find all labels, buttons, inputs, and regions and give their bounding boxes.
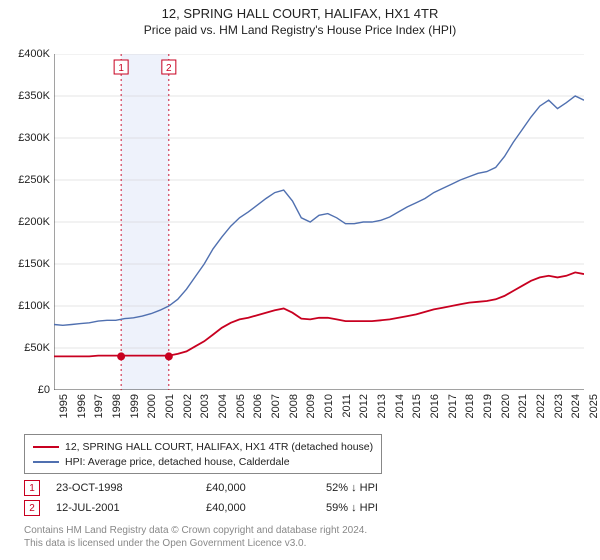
title-main: 12, SPRING HALL COURT, HALIFAX, HX1 4TR	[0, 6, 600, 21]
xtick-label: 1995	[58, 394, 70, 418]
ytick-label: £150K	[2, 258, 50, 270]
legend-row-price-paid: 12, SPRING HALL COURT, HALIFAX, HX1 4TR …	[33, 439, 373, 454]
xtick-label: 2012	[358, 394, 370, 418]
xtick-label: 2001	[164, 394, 176, 418]
xtick-label: 2009	[305, 394, 317, 418]
xtick-label: 2005	[235, 394, 247, 418]
title-block: 12, SPRING HALL COURT, HALIFAX, HX1 4TR …	[0, 0, 600, 37]
xtick-label: 2004	[217, 394, 229, 418]
license-line-2: This data is licensed under the Open Gov…	[24, 537, 367, 550]
table-row: 2 12-JUL-2001 £40,000 59% ↓ HPI	[24, 498, 446, 518]
xtick-label: 2007	[270, 394, 282, 418]
license-text: Contains HM Land Registry data © Crown c…	[24, 524, 367, 550]
transactions-table: 1 23-OCT-1998 £40,000 52% ↓ HPI 2 12-JUL…	[24, 478, 446, 518]
xtick-label: 2024	[570, 394, 582, 418]
xtick-label: 2016	[429, 394, 441, 418]
xtick-label: 2018	[464, 394, 476, 418]
legend-row-hpi: HPI: Average price, detached house, Cald…	[33, 454, 373, 469]
xtick-label: 2020	[500, 394, 512, 418]
ytick-label: £400K	[2, 48, 50, 60]
xtick-label: 2000	[146, 394, 158, 418]
transaction-marker-1: 1	[24, 480, 40, 496]
xtick-label: 2013	[376, 394, 388, 418]
ytick-label: £50K	[2, 342, 50, 354]
xtick-label: 1996	[76, 394, 88, 418]
table-row: 1 23-OCT-1998 £40,000 52% ↓ HPI	[24, 478, 446, 498]
xtick-label: 2023	[553, 394, 565, 418]
xtick-label: 2021	[517, 394, 529, 418]
xtick-label: 2022	[535, 394, 547, 418]
ytick-label: £350K	[2, 90, 50, 102]
ytick-label: £250K	[2, 174, 50, 186]
transaction-date-2: 12-JUL-2001	[56, 502, 206, 514]
chart-svg: 12	[54, 54, 584, 390]
xtick-label: 2015	[411, 394, 423, 418]
xtick-label: 2019	[482, 394, 494, 418]
legend-swatch-2	[33, 461, 59, 463]
xtick-label: 2014	[394, 394, 406, 418]
xtick-label: 1999	[129, 394, 141, 418]
svg-text:2: 2	[166, 63, 172, 74]
transaction-hpi-1: 52% ↓ HPI	[326, 482, 446, 494]
ytick-label: £0	[2, 384, 50, 396]
page-root: 12, SPRING HALL COURT, HALIFAX, HX1 4TR …	[0, 0, 600, 560]
xtick-label: 2025	[588, 394, 600, 418]
transaction-date-1: 23-OCT-1998	[56, 482, 206, 494]
transaction-hpi-2: 59% ↓ HPI	[326, 502, 446, 514]
ytick-label: £300K	[2, 132, 50, 144]
xtick-label: 2008	[288, 394, 300, 418]
xtick-label: 2010	[323, 394, 335, 418]
svg-text:1: 1	[118, 63, 124, 74]
xtick-label: 1997	[93, 394, 105, 418]
xtick-label: 1998	[111, 394, 123, 418]
legend-box: 12, SPRING HALL COURT, HALIFAX, HX1 4TR …	[24, 434, 382, 474]
xtick-label: 2011	[341, 394, 353, 418]
xtick-label: 2003	[199, 394, 211, 418]
transaction-price-1: £40,000	[206, 482, 326, 494]
legend-label-2: HPI: Average price, detached house, Cald…	[65, 456, 290, 468]
license-line-1: Contains HM Land Registry data © Crown c…	[24, 524, 367, 537]
xtick-label: 2017	[447, 394, 459, 418]
xtick-label: 2006	[252, 394, 264, 418]
legend-swatch-1	[33, 446, 59, 448]
legend-label-1: 12, SPRING HALL COURT, HALIFAX, HX1 4TR …	[65, 441, 373, 453]
title-sub: Price paid vs. HM Land Registry's House …	[0, 23, 600, 37]
transaction-marker-2: 2	[24, 500, 40, 516]
transaction-price-2: £40,000	[206, 502, 326, 514]
xtick-label: 2002	[182, 394, 194, 418]
ytick-label: £100K	[2, 300, 50, 312]
ytick-label: £200K	[2, 216, 50, 228]
